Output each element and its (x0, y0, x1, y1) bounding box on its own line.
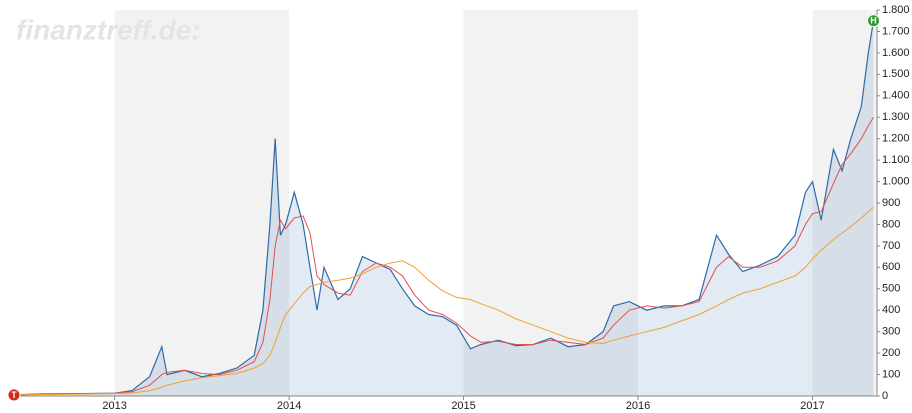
year-band (114, 10, 290, 396)
x-tick-label: 2016 (626, 400, 650, 412)
x-tick-label: 2015 (451, 400, 475, 412)
x-tick-label: 2013 (102, 400, 126, 412)
y-tick-label: 1.600 (882, 47, 910, 59)
y-tick-label: 300 (882, 326, 900, 338)
y-tick-label: 1.100 (882, 154, 910, 166)
y-tick-label: 800 (882, 218, 900, 230)
x-tick-label: 2014 (277, 400, 301, 412)
y-tick-label: 400 (882, 304, 900, 316)
y-tick-label: 900 (882, 197, 900, 209)
x-tick-label: 2017 (800, 400, 824, 412)
marker (867, 14, 881, 28)
y-tick-label: 1.200 (882, 133, 910, 145)
y-tick-label: 1.000 (882, 175, 910, 187)
y-tick-label: 1.800 (882, 4, 910, 16)
y-tick-label: 700 (882, 240, 900, 252)
y-tick-label: 500 (882, 283, 900, 295)
y-tick-label: 200 (882, 347, 900, 359)
year-band (812, 10, 877, 396)
marker-label: T (11, 390, 17, 400)
y-tick-label: 1.400 (882, 90, 910, 102)
y-tick-label: 1.500 (882, 68, 910, 80)
line (9, 206, 874, 396)
y-tick-label: 1.300 (882, 111, 910, 123)
line (9, 20, 875, 396)
watermark: finanztreff.de: (16, 14, 201, 45)
y-tick-label: 0 (882, 390, 888, 402)
marker-label: H (870, 16, 877, 26)
y-tick-label: 1.700 (882, 25, 910, 37)
bands (114, 10, 877, 396)
marker (7, 388, 21, 402)
y-tick-label: 600 (882, 261, 900, 273)
y-tick-label: 100 (882, 368, 900, 380)
area (10, 20, 874, 396)
line (9, 116, 874, 396)
